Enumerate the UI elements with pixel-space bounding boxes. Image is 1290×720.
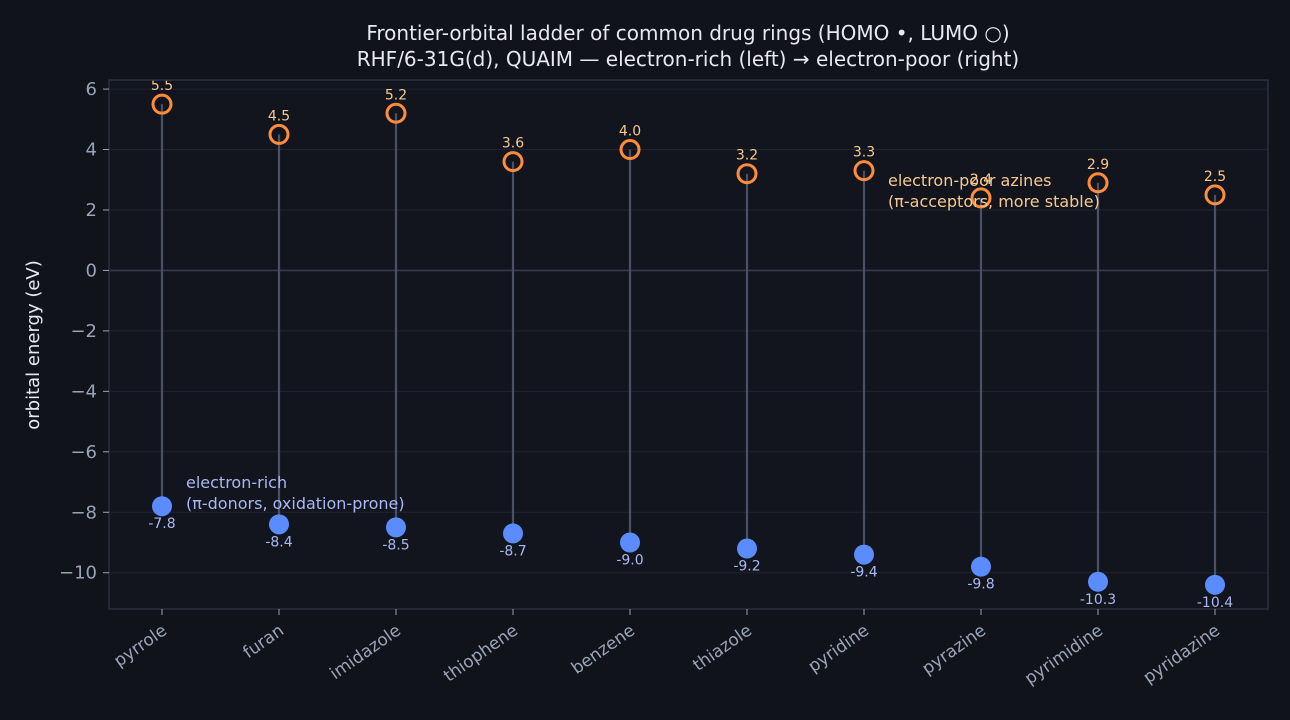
homo-point	[737, 538, 757, 559]
lumo-value-label: 4.5	[268, 108, 290, 124]
lumo-value-label: 3.2	[736, 148, 758, 164]
lumo-value-label: 2.9	[1087, 157, 1109, 173]
chart-title: Frontier-orbital ladder of common drug r…	[366, 21, 1009, 45]
lumo-point	[853, 160, 875, 182]
homo-value-label: -7.8	[148, 516, 175, 532]
lumo-point	[1087, 172, 1109, 194]
lumo-point	[970, 187, 992, 209]
data-labels: 5.5 4.5 5.2 3.6 4.0 3.2 3.3 2.4 2.9 2.5 -7.8 -8.4 -8…	[148, 78, 1233, 611]
homo-value-label: -9.4	[850, 565, 877, 581]
lumo-point	[151, 93, 173, 115]
y-tick-label: 2	[86, 200, 97, 221]
y-tick-label: 4	[86, 140, 97, 161]
homo-point	[152, 496, 172, 517]
lumo-point	[736, 163, 758, 185]
lumo-value-label: 5.5	[151, 78, 173, 94]
homo-point	[386, 517, 406, 538]
lumo-point	[268, 123, 290, 145]
lumo-value-label: 3.3	[853, 145, 875, 161]
homo-series	[152, 496, 1225, 595]
y-tick-label: 6	[86, 79, 97, 100]
y-tick-label: −8	[70, 502, 97, 523]
y-axis-ticks: 6 4 2 0 −2 −4 −6 −8 −10	[59, 79, 109, 584]
homo-point	[971, 556, 991, 577]
y-tick-label: −2	[70, 321, 97, 342]
homo-value-label: -10.4	[1197, 595, 1233, 611]
annotations: electron-rich (π-donors, oxidation-prone)…	[186, 171, 1100, 513]
annotation-electron-rich-line: (π-donors, oxidation-prone)	[186, 494, 405, 513]
lumo-value-label: 2.4	[970, 172, 992, 188]
y-tick-label: 0	[86, 260, 97, 281]
homo-value-label: -8.7	[499, 543, 526, 559]
homo-value-label: -8.4	[265, 534, 292, 550]
homo-value-label: -10.3	[1080, 592, 1116, 608]
plot-border	[108, 79, 1269, 610]
lumo-point	[619, 139, 641, 161]
chart-subtitle: RHF/6-31G(d), QUAIM — electron-rich (lef…	[357, 47, 1019, 71]
annotation-electron-rich-line: electron-rich	[186, 473, 287, 492]
homo-point	[503, 523, 523, 544]
grid-lines	[109, 88, 1268, 574]
lumo-series	[151, 93, 1226, 209]
lumo-value-label: 4.0	[619, 124, 641, 140]
homo-point	[620, 532, 640, 553]
homo-value-label: -9.8	[967, 577, 994, 593]
lumo-point	[385, 102, 407, 124]
lumo-point	[1204, 184, 1226, 206]
homo-point	[269, 514, 289, 535]
y-axis-label: orbital energy (eV)	[23, 260, 44, 430]
y-tick-label: −10	[59, 563, 97, 584]
homo-point	[1205, 574, 1225, 595]
homo-point	[854, 544, 874, 565]
homo-point	[1088, 571, 1108, 592]
annotation-electron-poor-line: electron-poor azines	[888, 171, 1052, 190]
homo-value-label: -8.5	[382, 537, 409, 553]
y-tick-label: −6	[70, 442, 97, 463]
lumo-value-label: 2.5	[1204, 169, 1226, 185]
annotation-electron-poor-line: (π-acceptors, more stable)	[888, 192, 1100, 211]
stems	[160, 104, 1217, 585]
plot-area	[109, 80, 1268, 609]
y-tick-label: −4	[70, 381, 97, 402]
lumo-point	[502, 151, 524, 173]
homo-value-label: -9.2	[733, 559, 760, 575]
homo-value-label: -9.0	[616, 552, 643, 568]
lumo-value-label: 5.2	[385, 87, 407, 103]
lumo-value-label: 3.6	[502, 136, 524, 152]
